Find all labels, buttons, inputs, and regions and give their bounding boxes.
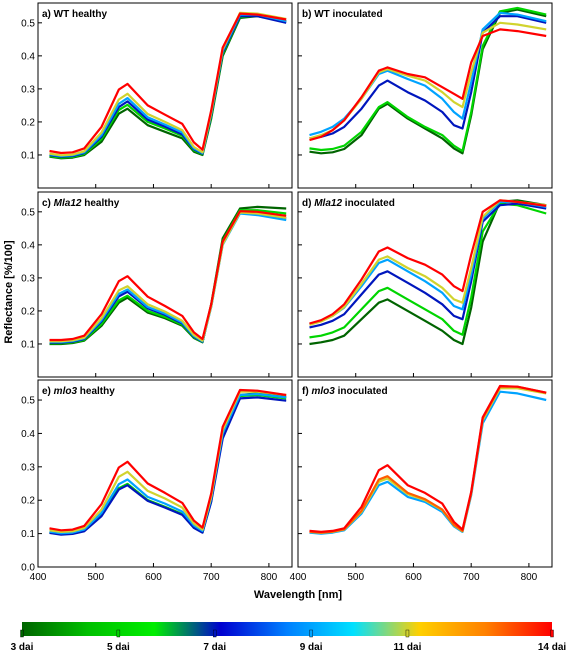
panel-title: e) mlo3 healthy xyxy=(42,386,115,397)
series-line-day-5 xyxy=(309,202,547,339)
colorbar-tick xyxy=(550,629,554,638)
series-line-day-11 xyxy=(49,390,287,533)
series-line-day-9 xyxy=(49,392,287,535)
y-tick-label: 0.0 xyxy=(21,563,35,574)
panel-d: d) Mla12 inoculated xyxy=(297,191,553,378)
series-line-day-11 xyxy=(309,199,547,326)
series-line-day-3 xyxy=(309,8,547,155)
y-tick-label: 0.5 xyxy=(21,396,35,407)
panel-a: a) WT healthy 0.1 0.2 0.3 0.4 0.5 xyxy=(21,2,293,189)
panel-frame xyxy=(297,191,553,378)
x-tick-label: 600 xyxy=(405,572,422,583)
colorbar: 3 dai 5 dai 7 dai 9 dai 11 dai 14 dai xyxy=(11,622,567,652)
panel-frame xyxy=(37,191,293,378)
series-line-day-14 xyxy=(309,384,547,533)
panel-frame xyxy=(37,379,293,568)
x-tick-label: 600 xyxy=(145,572,162,583)
series-line-day-7 xyxy=(309,202,547,329)
y-tick-label: 0.2 xyxy=(21,306,35,317)
panel-e: e) mlo3 healthy 0.0 0.1 0.2 0.3 0.4 0.5 400 500 6… xyxy=(21,379,293,583)
y-tick-label: 0.4 xyxy=(21,240,35,251)
y-tick-label: 0.3 xyxy=(21,462,35,473)
x-tick-label: 400 xyxy=(30,572,47,583)
series-line-day-14 xyxy=(309,28,547,142)
colorbar-label: 7 dai xyxy=(203,642,226,652)
colorbar-label: 11 dai xyxy=(394,642,422,652)
x-tick-label: 800 xyxy=(261,572,278,583)
panel-title: f) mlo3 inoculated xyxy=(302,386,388,397)
colorbar-gradient xyxy=(22,622,552,636)
colorbar-label: 14 dai xyxy=(538,642,567,652)
y-tick-label: 0.3 xyxy=(21,273,35,284)
colorbar-tick xyxy=(20,629,24,638)
x-tick-label: 500 xyxy=(347,572,364,583)
colorbar-label: 9 dai xyxy=(300,642,323,652)
series-line-day-7 xyxy=(309,15,547,140)
x-tick-label: 700 xyxy=(203,572,220,583)
panel-title: a) WT healthy xyxy=(42,9,107,20)
panel-title: b) WT inoculated xyxy=(302,9,383,20)
panel-grid: a) WT healthy 0.1 0.2 0.3 0.4 0.5 b) WT inocul… xyxy=(21,2,553,583)
y-tick-label: 0.3 xyxy=(21,84,35,95)
y-axis-label: Reflectance [%/100] xyxy=(3,240,15,344)
series-line-day-3 xyxy=(309,199,547,346)
x-tick-label: 700 xyxy=(463,572,480,583)
y-tick-label: 0.2 xyxy=(21,496,35,507)
series-line-day-14 xyxy=(49,12,287,155)
series-line-day-14 xyxy=(49,388,287,532)
series-line-day-14 xyxy=(49,210,287,342)
y-tick-label: 0.5 xyxy=(21,18,35,29)
panel-frame xyxy=(297,2,553,189)
x-tick-label: 500 xyxy=(87,572,104,583)
series-line-day-14 xyxy=(309,199,547,325)
x-tick-label: 400 xyxy=(290,572,307,583)
series-line-day-7 xyxy=(49,396,287,536)
y-tick-label: 0.1 xyxy=(21,339,35,350)
series-line-day-9 xyxy=(309,11,547,137)
y-tick-label: 0.4 xyxy=(21,429,35,440)
y-tick-label: 0.4 xyxy=(21,51,35,62)
colorbar-label: 5 dai xyxy=(107,642,130,652)
panel-frame xyxy=(297,379,553,568)
colorbar-label: 3 dai xyxy=(11,642,34,652)
y-tick-label: 0.1 xyxy=(21,150,35,161)
panel-title: c) Mla12 healthy xyxy=(42,198,120,209)
y-tick-label: 0.2 xyxy=(21,117,35,128)
panel-frame xyxy=(37,2,293,189)
colorbar-tick xyxy=(309,629,313,638)
panel-b: b) WT inoculated xyxy=(297,2,553,189)
x-axis-label: Wavelength [nm] xyxy=(254,589,343,601)
panel-f: f) mlo3 inoculated 400 500 600 700 800 xyxy=(290,379,553,583)
colorbar-tick xyxy=(213,629,217,638)
y-tick-label: 0.1 xyxy=(21,529,35,540)
colorbar-tick xyxy=(116,629,121,638)
panel-title: d) Mla12 inoculated xyxy=(302,198,395,209)
x-tick-label: 800 xyxy=(521,572,538,583)
panel-c: c) Mla12 healthy 0.1 0.2 0.3 0.4 0.5 xyxy=(21,191,293,378)
y-tick-label: 0.5 xyxy=(21,207,35,218)
colorbar-tick xyxy=(405,629,410,638)
